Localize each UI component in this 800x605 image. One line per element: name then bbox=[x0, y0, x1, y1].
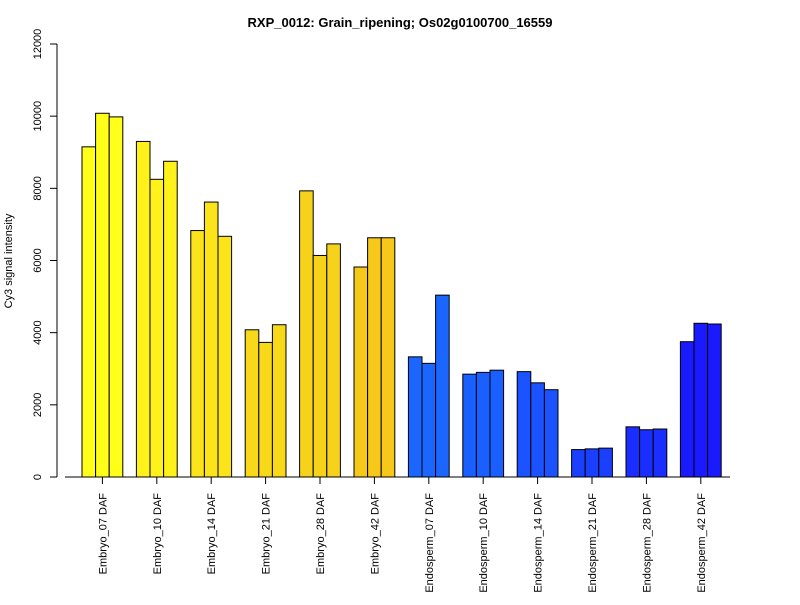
x-tick-label: Endosperm_42 DAF bbox=[696, 493, 708, 593]
bar bbox=[149, 178, 165, 478]
bar bbox=[421, 362, 437, 478]
bar bbox=[108, 116, 124, 478]
x-tick-label: Endosperm_10 DAF bbox=[478, 493, 490, 593]
bar bbox=[380, 237, 396, 478]
chart-title: RXP_0012: Grain_ripening; Os02g0100700_1… bbox=[248, 15, 553, 30]
bar bbox=[326, 243, 341, 478]
bar bbox=[707, 323, 722, 478]
x-tick-label: Embryo_21 DAF bbox=[261, 493, 273, 575]
bar bbox=[217, 235, 233, 478]
x-tick-label: Endosperm_07 DAF bbox=[424, 493, 436, 593]
bar bbox=[95, 112, 110, 478]
bar bbox=[81, 146, 97, 478]
bar bbox=[203, 201, 219, 478]
bar bbox=[475, 371, 491, 478]
bar bbox=[258, 341, 273, 478]
bar bbox=[367, 237, 382, 478]
bar bbox=[571, 449, 586, 478]
bar bbox=[543, 389, 559, 478]
x-tick-label: Embryo_42 DAF bbox=[369, 493, 381, 575]
bar bbox=[584, 448, 600, 478]
bar bbox=[244, 329, 260, 478]
bar bbox=[679, 341, 695, 478]
bar bbox=[353, 266, 369, 478]
bar bbox=[693, 322, 709, 478]
y-tick-label: 2000 bbox=[32, 393, 44, 417]
bar bbox=[625, 426, 641, 478]
x-tick-label: Embryo_07 DAF bbox=[97, 493, 109, 575]
y-tick-label: 12000 bbox=[32, 29, 44, 60]
bars-group bbox=[81, 112, 722, 478]
bar bbox=[489, 369, 505, 478]
bar bbox=[652, 428, 668, 478]
y-tick-label: 8000 bbox=[32, 176, 44, 200]
bar bbox=[462, 373, 477, 478]
x-tick-label: Embryo_10 DAF bbox=[152, 493, 164, 575]
y-axis-label: Cy3 signal intensity bbox=[3, 213, 15, 308]
y-axis: 0 2000 4000 6000 8000 10000 12000 bbox=[32, 29, 58, 480]
bar bbox=[639, 429, 654, 478]
y-tick-label: 6000 bbox=[32, 248, 44, 272]
bar bbox=[190, 230, 205, 478]
x-tick-label: Embryo_28 DAF bbox=[315, 493, 327, 575]
x-tick-label: Embryo_14 DAF bbox=[206, 493, 218, 575]
y-tick-label: 0 bbox=[32, 474, 44, 480]
bar bbox=[271, 324, 287, 478]
bar bbox=[299, 190, 314, 478]
bar bbox=[530, 382, 545, 478]
bar bbox=[163, 160, 178, 478]
bar bbox=[598, 447, 613, 478]
x-tick-label: Endosperm_28 DAF bbox=[641, 493, 653, 593]
x-tick-labels: Embryo_07 DAF Embryo_10 DAF Embryo_14 DAF E… bbox=[97, 477, 708, 593]
y-tick-label: 4000 bbox=[32, 320, 44, 344]
y-tick-label: 10000 bbox=[32, 101, 44, 132]
bar bbox=[407, 356, 423, 478]
bar bbox=[135, 140, 151, 478]
bar bbox=[516, 371, 532, 478]
x-tick-label: Endosperm_14 DAF bbox=[533, 493, 545, 593]
bar bbox=[312, 254, 328, 478]
bar bbox=[435, 294, 450, 478]
x-tick-label: Endosperm_21 DAF bbox=[587, 493, 599, 593]
